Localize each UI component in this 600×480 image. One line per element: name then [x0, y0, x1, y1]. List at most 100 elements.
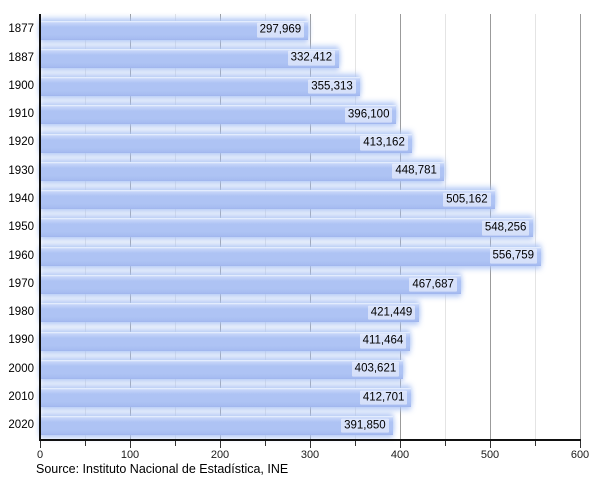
population-bar: 411,464	[40, 331, 411, 351]
bar-track: 505,162	[40, 186, 580, 214]
x-axis-tick-label: 400	[390, 449, 410, 461]
minor-gridline	[535, 14, 536, 440]
population-bar: 403,621	[40, 359, 404, 379]
value-label: 421,449	[367, 305, 416, 321]
bar-track: 355,313	[40, 73, 580, 101]
bar-row-1960: 1960 556,759	[0, 242, 580, 270]
value-label: 548,256	[481, 220, 530, 236]
population-bar: 355,313	[40, 77, 360, 97]
year-label: 1887	[8, 51, 34, 64]
bar-track: 413,162	[40, 129, 580, 157]
x-axis-tick	[130, 441, 131, 448]
x-axis-tick	[355, 441, 356, 446]
bar-row-1930: 1930 448,781	[0, 157, 580, 185]
year-label: 2010	[8, 390, 34, 403]
value-label: 448,781	[392, 164, 440, 179]
bar-track: 467,687	[40, 270, 580, 298]
bar-track: 448,781	[40, 157, 580, 185]
year-label: 1970	[8, 277, 34, 290]
bar-track: 548,256	[40, 214, 580, 242]
year-label: 1920	[8, 136, 34, 149]
year-label: 2000	[8, 362, 34, 375]
x-axis-tick-label: 500	[480, 449, 500, 461]
value-label: 505,162	[443, 192, 491, 208]
bar-row-1900: 1900 355,313	[0, 73, 580, 101]
x-axis-tick	[40, 441, 41, 448]
bar-track: 411,464	[40, 327, 580, 355]
population-bar: 413,162	[40, 133, 412, 153]
bar-track: 396,100	[40, 101, 580, 129]
bar-track: 412,701	[40, 383, 580, 411]
bar-track: 297,969	[40, 16, 580, 44]
year-label: 2020	[8, 419, 34, 432]
x-axis-tick	[535, 441, 536, 446]
bar-row-1920: 1920 413,162	[0, 129, 580, 157]
bar-row-1970: 1970 467,687	[0, 270, 580, 298]
bar-row-2020: 2020 391,850	[0, 412, 580, 440]
population-bar: 556,759	[40, 246, 542, 266]
source-note: Source: Instituto Nacional de Estadístic…	[36, 462, 289, 476]
bar-row-1877: 1877 297,969	[0, 16, 580, 44]
bar-row-1980: 1980 421,449	[0, 299, 580, 327]
bar-row-1940: 1940 505,162	[0, 186, 580, 214]
bar-track: 332,412	[40, 44, 580, 72]
x-axis-tick	[265, 441, 266, 446]
bar-row-2000: 2000 403,621	[0, 355, 580, 383]
bar-row-1990: 1990 411,464	[0, 327, 580, 355]
population-bar: 332,412	[40, 48, 340, 68]
major-gridline	[580, 14, 581, 440]
year-label: 1930	[8, 164, 34, 177]
x-axis-tick-label: 100	[120, 449, 140, 461]
year-label: 1990	[8, 334, 34, 347]
x-axis-tick	[220, 441, 221, 448]
bar-row-2010: 2010 412,701	[0, 383, 580, 411]
value-label: 413,162	[360, 135, 408, 151]
population-bar: 448,781	[40, 161, 444, 181]
bar-rows: 1877 297,969 1887 332,412 1900 355,313 1910 396…	[0, 16, 580, 440]
year-label: 1950	[8, 221, 34, 234]
value-label: 403,621	[351, 361, 400, 377]
population-bar: 548,256	[40, 218, 534, 238]
year-label: 1877	[8, 23, 34, 36]
value-label: 355,313	[308, 79, 356, 94]
x-axis-tick-label: 300	[300, 449, 320, 461]
population-bar: 391,850	[40, 416, 393, 436]
value-label: 391,850	[341, 418, 389, 434]
value-label: 396,100	[344, 107, 393, 123]
x-axis-tick	[85, 441, 86, 446]
year-label: 1980	[8, 306, 34, 319]
population-bar: 505,162	[40, 190, 495, 210]
x-axis-tick	[310, 441, 311, 448]
year-label: 1910	[8, 108, 34, 121]
population-bar: 412,701	[40, 388, 412, 408]
x-axis-tick	[175, 441, 176, 446]
x-axis-tick-label: 200	[210, 449, 230, 461]
value-label: 556,759	[489, 248, 538, 264]
x-axis-tick-label: 0	[36, 449, 44, 461]
x-axis-tick	[490, 441, 491, 448]
bar-row-1887: 1887 332,412	[0, 44, 580, 72]
value-label: 467,687	[409, 277, 457, 292]
year-label: 1900	[8, 79, 34, 92]
bar-track: 403,621	[40, 355, 580, 383]
x-axis-tick	[580, 441, 581, 448]
x-axis-tick	[445, 441, 446, 446]
bar-row-1910: 1910 396,100	[0, 101, 580, 129]
bar-track: 391,850	[40, 412, 580, 440]
population-bar: 396,100	[40, 105, 397, 125]
x-axis-line	[39, 439, 581, 441]
population-bar: 297,969	[40, 20, 309, 40]
value-label: 411,464	[359, 333, 407, 349]
x-axis-tick-label: 600	[570, 449, 590, 461]
bar-row-1950: 1950 548,256	[0, 214, 580, 242]
value-label: 412,701	[359, 390, 408, 405]
x-axis-tick	[400, 441, 401, 448]
bar-track: 556,759	[40, 242, 580, 270]
population-bar: 467,687	[40, 275, 461, 295]
population-bar: 421,449	[40, 303, 420, 323]
bar-track: 421,449	[40, 299, 580, 327]
value-label: 297,969	[256, 22, 305, 38]
value-label: 332,412	[287, 51, 336, 66]
year-label: 1960	[8, 249, 34, 262]
